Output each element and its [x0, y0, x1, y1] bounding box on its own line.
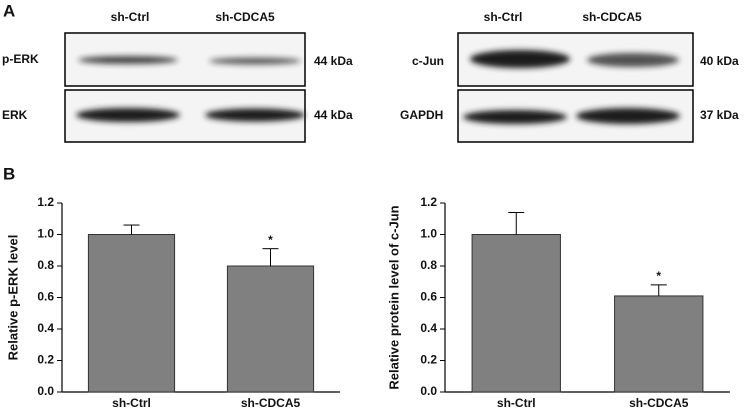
blot-band: [463, 110, 567, 124]
blot-column: sh-Ctrl: [111, 10, 150, 24]
y-tick-label: 1.2: [420, 195, 437, 209]
x-tick-label: sh-CDCA5: [241, 396, 301, 410]
y-tick-label: 0.2: [37, 353, 54, 367]
blot-column: sh-CDCA5: [215, 10, 275, 24]
y-tick-label: 1.0: [420, 227, 437, 241]
blot-band: [76, 108, 180, 122]
y-axis-label: Relative p-ERK level: [5, 235, 20, 361]
y-tick-label: 0.4: [420, 321, 437, 335]
x-tick-label: sh-Ctrl: [112, 396, 151, 410]
x-tick-label: sh-Ctrl: [497, 396, 536, 410]
significance: *: [656, 269, 661, 283]
bar: [87, 234, 176, 393]
bar: [614, 295, 704, 393]
blot-row-label: ERK: [2, 108, 28, 122]
y-axis-label: Relative protein level of c-Jun: [386, 205, 401, 389]
x-tick-label: sh-CDCA5: [629, 396, 689, 410]
blot-band: [576, 108, 680, 124]
panel-label: A: [3, 1, 15, 20]
panel-label: B: [3, 164, 15, 183]
blot-column: sh-CDCA5: [582, 10, 642, 24]
y-tick-label: 0.6: [420, 290, 437, 304]
blot-band: [587, 53, 679, 67]
blot-band: [205, 108, 305, 122]
significance: *: [268, 233, 273, 247]
bar: [226, 265, 315, 393]
blot-size: 37 kDa: [700, 108, 739, 122]
y-tick-label: 0.0: [37, 384, 54, 398]
blot-band: [78, 56, 178, 64]
y-tick-label: 1.0: [37, 227, 54, 241]
y-tick-label: 0.0: [420, 384, 437, 398]
y-tick-label: 0.6: [37, 290, 54, 304]
blot-row-label: GAPDH: [400, 108, 443, 122]
bar: [471, 234, 561, 393]
blot-size: 40 kDa: [700, 54, 739, 68]
y-tick-label: 0.8: [37, 258, 54, 272]
y-tick-label: 0.4: [37, 321, 54, 335]
blot-row-label: c-Jun: [412, 54, 444, 68]
y-tick-label: 0.8: [420, 258, 437, 272]
blot-column: sh-Ctrl: [484, 10, 523, 24]
blot-size: 44 kDa: [314, 108, 353, 122]
blot-row-label: p-ERK: [2, 52, 39, 66]
y-tick-label: 1.2: [37, 195, 54, 209]
blot-size: 44 kDa: [314, 54, 353, 68]
y-tick-label: 0.2: [420, 353, 437, 367]
blot-band: [209, 57, 301, 65]
blot-band: [470, 50, 570, 68]
